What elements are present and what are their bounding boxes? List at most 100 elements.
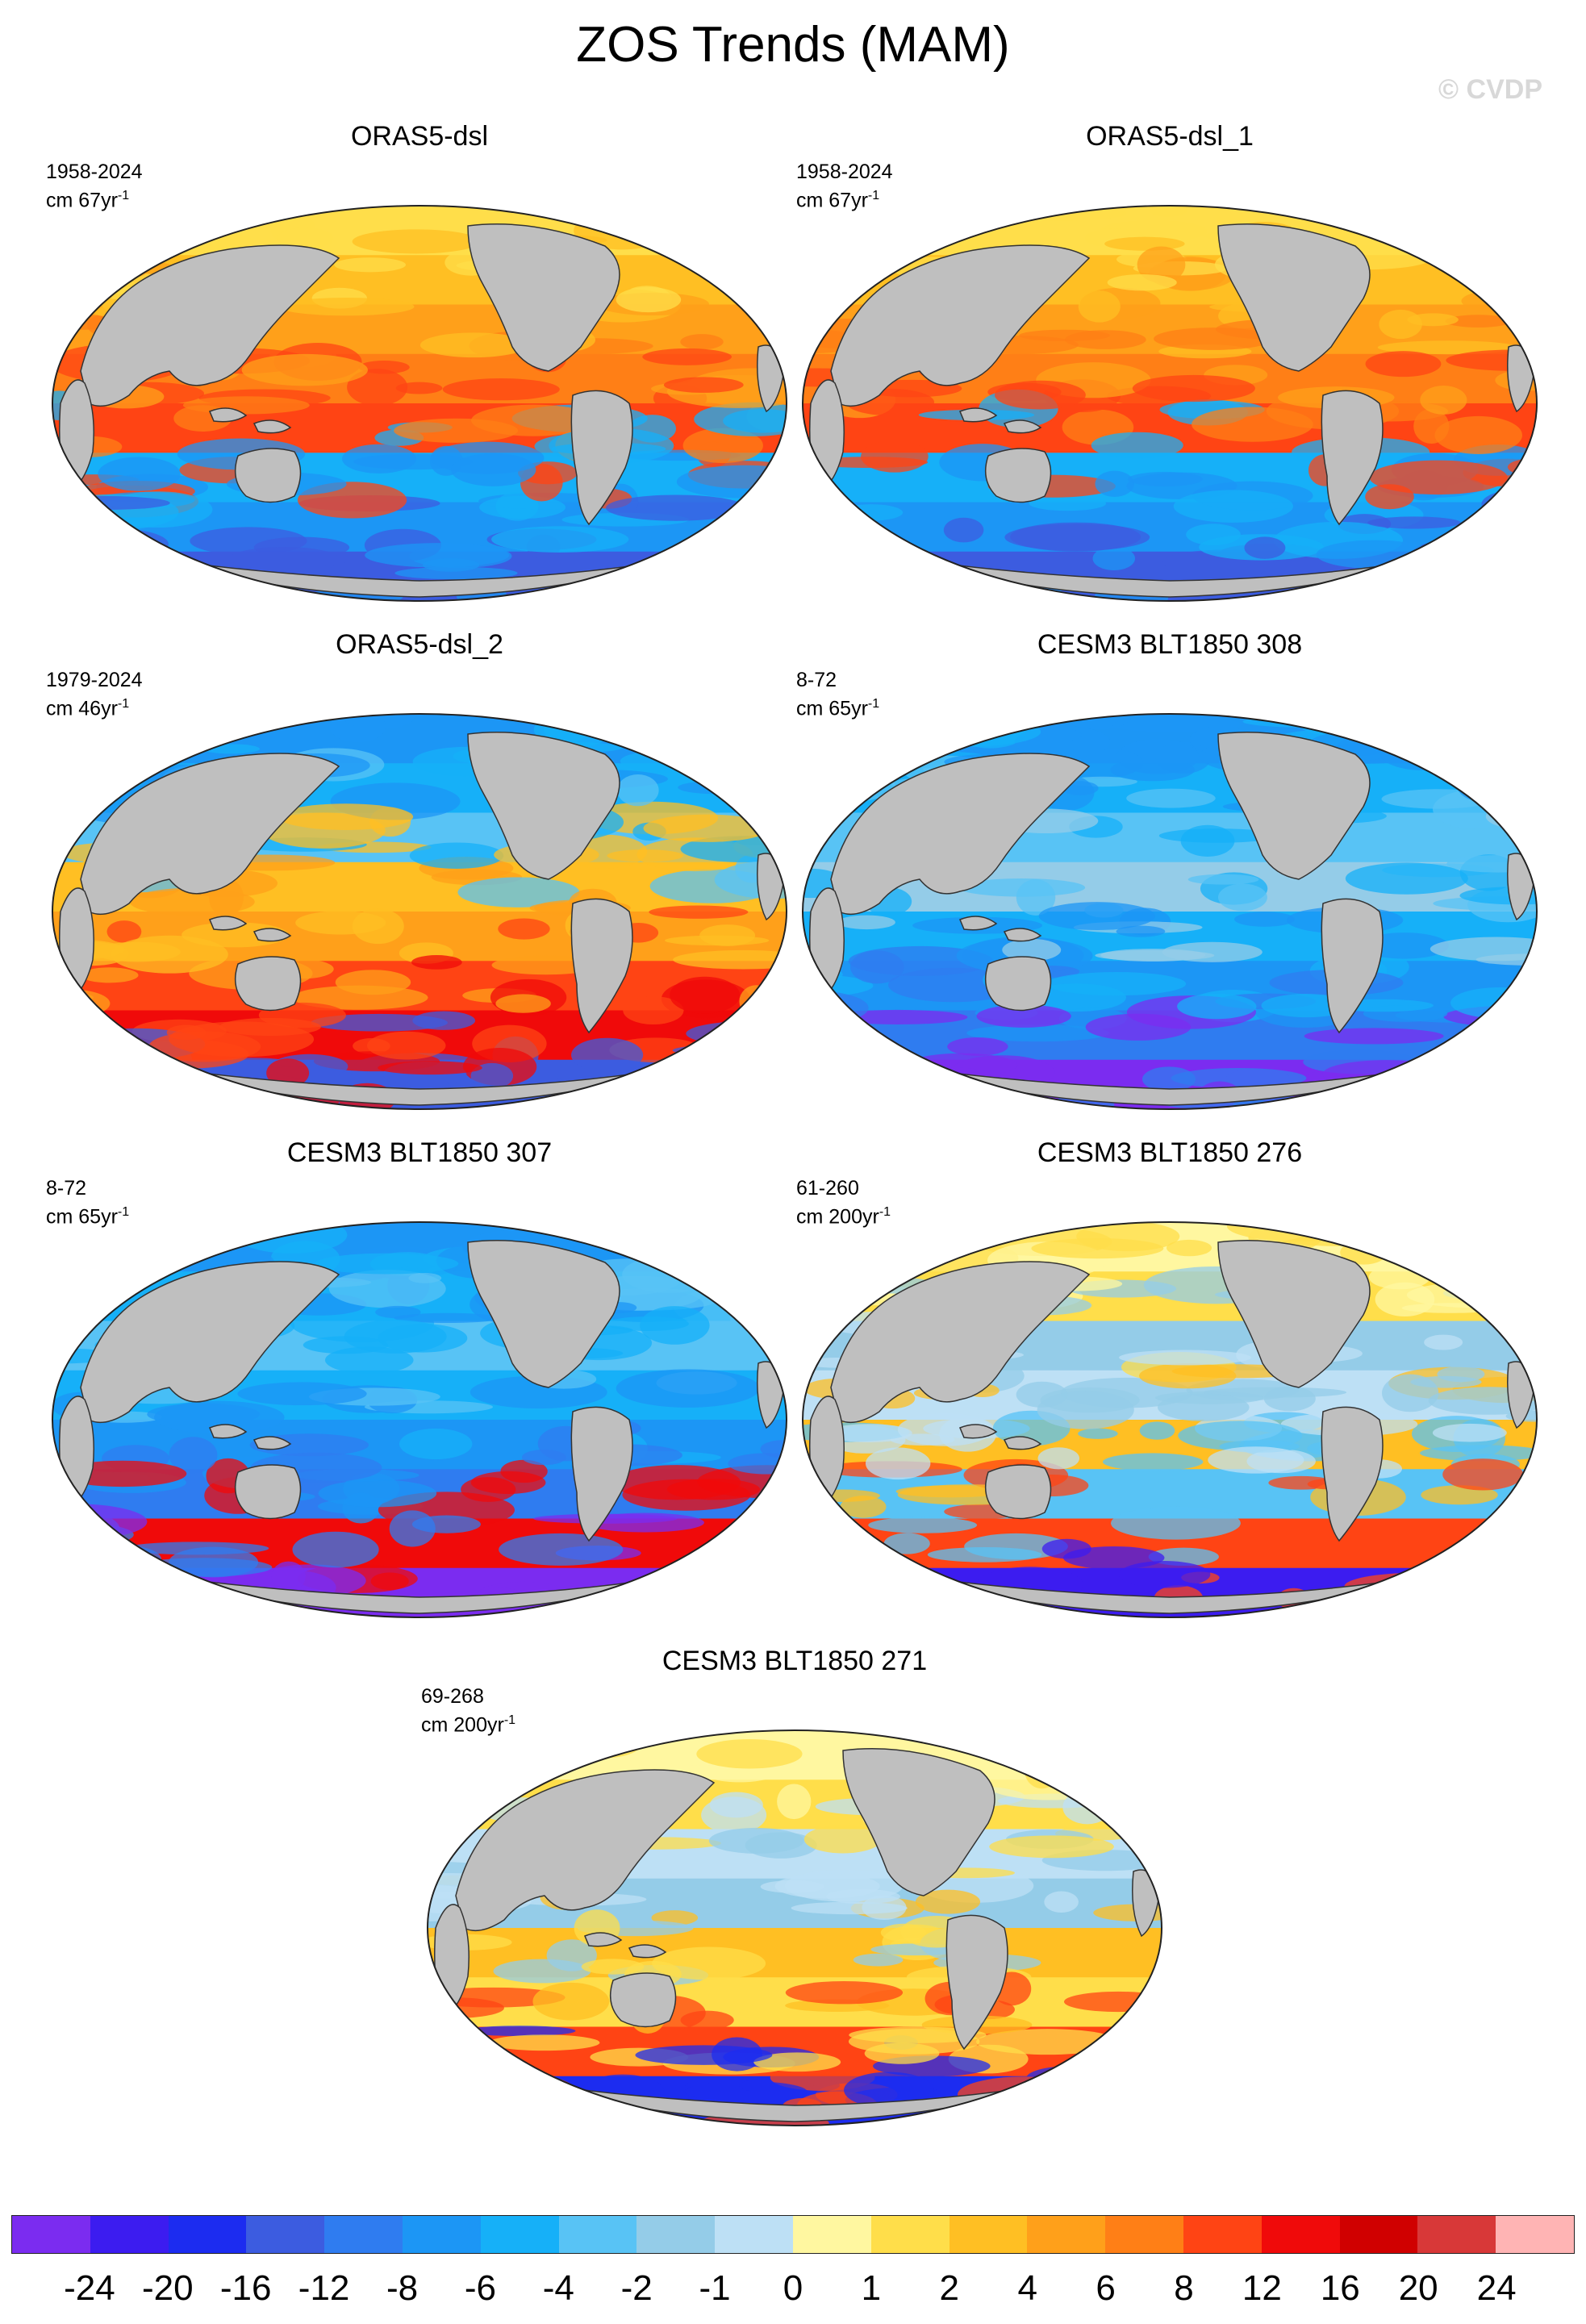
- colorbar-swatch: [1105, 2216, 1183, 2253]
- field-patch: [334, 257, 407, 273]
- panel-title: CESM3 BLT1850 276: [1037, 1137, 1303, 1168]
- field-patch: [663, 377, 744, 393]
- field-patch: [1010, 522, 1142, 552]
- field-patch: [314, 1253, 459, 1275]
- field-patch: [394, 566, 518, 580]
- field-patch: [826, 1090, 880, 1106]
- colorbar-swatch: [792, 2216, 871, 2253]
- colorbar-swatch: [90, 2216, 169, 2253]
- colorbar-tick-label: 0: [783, 2268, 803, 2308]
- field-patch: [1171, 1068, 1307, 1089]
- field-patch: [352, 229, 481, 254]
- field-patch: [849, 950, 904, 984]
- world-map: [802, 713, 1538, 1110]
- panel-title: CESM3 BLT1850 271: [662, 1646, 928, 1676]
- colorbar-swatch: [12, 2216, 90, 2253]
- field-patch: [478, 2098, 577, 2126]
- field-patch: [1068, 1748, 1116, 1769]
- land-mass: [945, 1914, 1008, 2051]
- field-patch: [1139, 1421, 1175, 1440]
- field-patch: [686, 213, 787, 224]
- land-mass: [984, 448, 1052, 503]
- field-patch: [148, 1031, 261, 1062]
- field-patch: [1331, 714, 1392, 732]
- colorbar-swatch: [1417, 2216, 1496, 2253]
- land-mass: [467, 732, 620, 880]
- field-patch: [493, 1959, 591, 1984]
- field-patch: [617, 1222, 685, 1257]
- land-mass: [959, 407, 998, 423]
- field-patch: [1367, 516, 1461, 529]
- panel-units: cm 65yr-1: [46, 1205, 130, 1229]
- field-patch: [1410, 741, 1496, 764]
- field-patch: [803, 1825, 883, 1854]
- field-patch: [72, 544, 130, 575]
- field-patch: [1439, 562, 1487, 573]
- field-patch: [1409, 539, 1513, 574]
- field-patch: [231, 586, 291, 601]
- panel-units: cm 65yr-1: [796, 697, 880, 720]
- colorbar-swatch: [480, 2216, 559, 2253]
- field-patch: [1057, 1731, 1162, 1762]
- field-patch: [1009, 1737, 1066, 1767]
- field-patch: [479, 495, 566, 519]
- colorbar-swatch: [1261, 2216, 1340, 2253]
- colorbar-tick-label: -8: [386, 2268, 419, 2308]
- field-patch: [1384, 714, 1426, 730]
- field-patch: [571, 1037, 644, 1073]
- field-patch: [619, 207, 762, 237]
- land-mass: [1217, 223, 1371, 372]
- field-patch: [1112, 716, 1242, 732]
- field-patch: [684, 2080, 808, 2102]
- land-mass: [253, 928, 292, 942]
- land-mass: [733, 1284, 779, 1324]
- field-patch: [853, 1953, 904, 1967]
- field-patch: [1062, 1750, 1160, 1781]
- colorbar-swatch: [949, 2216, 1028, 2253]
- colorbar-swatch: [1027, 2216, 1106, 2253]
- field-patch: [1118, 1561, 1211, 1588]
- map-panel-cesm3-271: CESM3 BLT1850 271 69-268 cm 200yr-1: [419, 1646, 1170, 2130]
- field-patch: [1464, 740, 1516, 778]
- field-patch: [861, 440, 929, 473]
- field-patch: [1038, 1738, 1162, 1763]
- field-patch: [1031, 2101, 1146, 2126]
- world-map: [427, 1729, 1162, 2126]
- field-patch: [451, 453, 536, 486]
- field-patch: [1395, 578, 1537, 601]
- field-patch: [1025, 1751, 1059, 1789]
- field-patch: [1316, 540, 1434, 570]
- field-patch: [585, 1512, 704, 1533]
- field-patch: [1432, 1423, 1507, 1442]
- field-patch: [532, 1982, 610, 2021]
- field-patch: [804, 1489, 880, 1502]
- field-patch: [803, 1279, 854, 1295]
- colorbar-swatch: [246, 2216, 325, 2253]
- panel-units: cm 46yr-1: [46, 697, 130, 720]
- land-mass: [455, 1769, 716, 1932]
- panel-title: CESM3 BLT1850 307: [286, 1137, 553, 1168]
- field-patch: [943, 1600, 995, 1617]
- field-patch: [1438, 1569, 1537, 1581]
- map-panel-cesm3-307: CESM3 BLT1850 307 8-72 cm 65yr-1: [44, 1137, 795, 1621]
- field-patch: [68, 580, 213, 601]
- field-patch: [658, 1089, 787, 1109]
- field-patch: [1217, 883, 1267, 912]
- field-patch: [1384, 567, 1488, 594]
- field-patch: [1304, 1028, 1444, 1045]
- field-patch: [1107, 273, 1177, 291]
- field-patch: [236, 586, 282, 601]
- field-patch: [904, 570, 959, 585]
- field-patch: [924, 2109, 1004, 2126]
- field-patch: [865, 1447, 931, 1480]
- land-mass: [253, 419, 292, 434]
- colorbar-swatch: [402, 2216, 481, 2253]
- field-patch: [127, 216, 169, 229]
- field-patch: [748, 304, 787, 322]
- field-patch: [1345, 862, 1468, 895]
- field-patch: [52, 540, 124, 574]
- field-patch: [680, 334, 724, 350]
- field-patch: [1026, 2066, 1113, 2090]
- colorbar-swatch: [870, 2216, 950, 2253]
- field-patch: [915, 1889, 981, 1914]
